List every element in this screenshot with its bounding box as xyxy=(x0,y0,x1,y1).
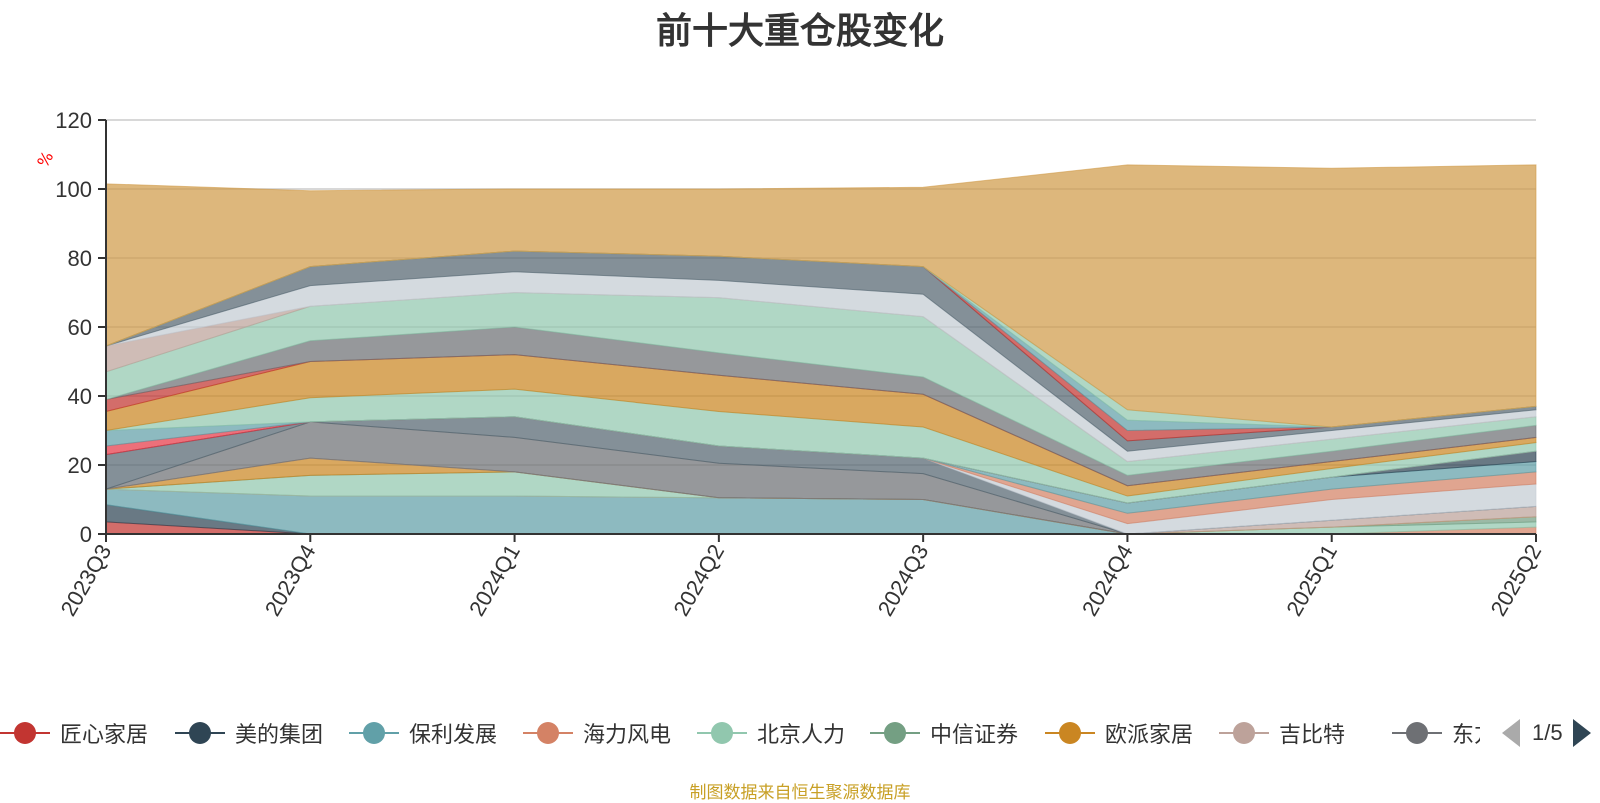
legend-marker-icon xyxy=(175,716,225,750)
legend-label: 匠心家居 xyxy=(60,723,149,748)
x-tick-label: 2024Q1 xyxy=(464,540,525,620)
legend-marker-icon xyxy=(1045,716,1095,750)
legend-marker-icon xyxy=(0,716,50,750)
legend-item[interactable]: 吉比特 xyxy=(1219,716,1345,750)
chart-title: 前十大重仓股变化 xyxy=(655,11,944,52)
y-tick-label: 60 xyxy=(68,315,92,340)
legend-label: 东方财富 xyxy=(1452,723,1480,748)
y-axis-unit: % xyxy=(33,148,57,171)
y-tick-labels: 0 20 40 60 80 100 120 xyxy=(55,108,106,547)
y-tick-label: 80 xyxy=(68,246,92,271)
legend-item[interactable]: 美的集团 xyxy=(175,716,323,750)
y-tick-label: 100 xyxy=(55,177,92,202)
y-tick-label: 20 xyxy=(68,453,92,478)
x-tick-label: 2025Q2 xyxy=(1486,540,1547,620)
x-tick-label: 2024Q4 xyxy=(1077,540,1138,620)
area-series-28[interactable] xyxy=(105,164,1537,428)
x-tick-labels: 2023Q3 2023Q4 2024Q1 2024Q2 2024Q3 2024Q4 2025… xyxy=(56,534,1547,620)
y-tick-label: 40 xyxy=(68,384,92,409)
legend-item[interactable]: 海力风电 xyxy=(523,716,671,750)
x-tick-label: 2024Q3 xyxy=(873,540,934,620)
legend-item[interactable]: 匠心家居 xyxy=(0,716,148,750)
x-tick-label: 2023Q3 xyxy=(56,540,117,620)
legend-prev-page-icon[interactable] xyxy=(1502,719,1520,747)
legend-label: 北京人力 xyxy=(757,723,846,748)
legend-label: 海力风电 xyxy=(583,723,672,748)
legend-marker-icon xyxy=(523,716,573,750)
legend-marker-icon xyxy=(870,716,920,750)
legend-label: 吉比特 xyxy=(1279,723,1346,748)
stacked-areas xyxy=(105,164,1537,535)
y-tick-label: 120 xyxy=(55,108,92,133)
legend-item[interactable]: 东方财富 xyxy=(1392,716,1480,750)
legend-label: 中信证券 xyxy=(930,723,1019,748)
data-source-note: 制图数据来自恒生聚源数据库 xyxy=(689,783,911,803)
x-tick-label: 2024Q2 xyxy=(668,540,729,620)
x-tick-label: 2023Q4 xyxy=(260,540,321,620)
legend-next-page-icon[interactable] xyxy=(1572,719,1591,747)
legend-item[interactable]: 中信证券 xyxy=(870,716,1018,750)
legend-page-indicator: 1/5 xyxy=(1532,720,1563,745)
legend-item[interactable]: 北京人力 xyxy=(697,716,845,750)
x-tick-label: 2025Q1 xyxy=(1281,540,1342,620)
legend-item[interactable]: 保利发展 xyxy=(349,716,497,750)
legend-marker-icon xyxy=(697,716,747,750)
legend-marker-icon xyxy=(1219,716,1269,750)
legend-label: 保利发展 xyxy=(409,723,498,748)
legend: 匠心家居 美的集团 保利发展 海力风电 北京人力 中信证券 欧派家居 吉比特 东方财富 xyxy=(0,716,1480,750)
legend-marker-icon xyxy=(349,716,399,750)
legend-item[interactable]: 欧派家居 xyxy=(1045,716,1193,750)
y-tick-label: 0 xyxy=(80,522,92,547)
legend-label: 美的集团 xyxy=(235,723,324,748)
legend-label: 欧派家居 xyxy=(1105,723,1194,748)
legend-marker-icon xyxy=(1392,716,1442,750)
legend-pager: 1/5 xyxy=(1500,716,1600,750)
